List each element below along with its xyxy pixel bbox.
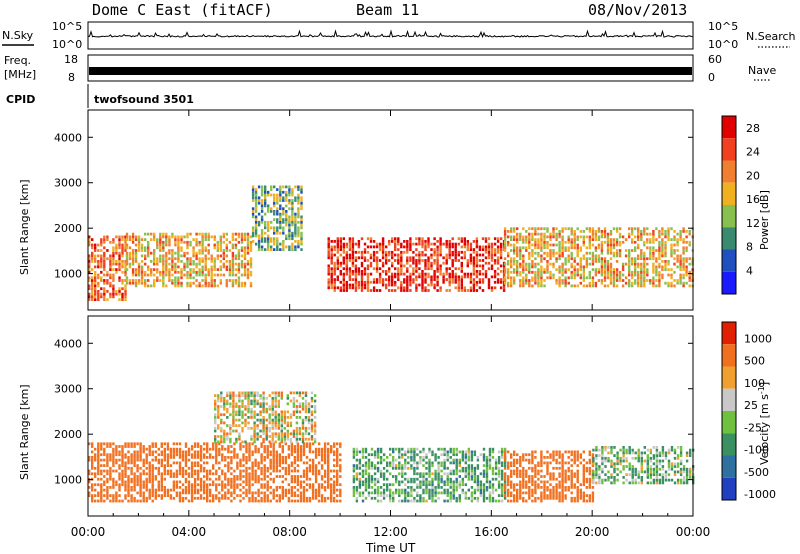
velocity-ylabel: Slant Range [km] — [18, 384, 31, 480]
colorbar-swatch — [722, 271, 736, 294]
ytick-label: 1000 — [54, 268, 82, 281]
xtick-label: 16:00 — [474, 525, 509, 539]
colorbar-swatch — [722, 249, 736, 272]
freq-tick-bottom: 8 — [68, 71, 75, 84]
ytick-label: 1000 — [54, 474, 82, 487]
ytick-label: 2000 — [54, 428, 82, 441]
ytick-label: 4000 — [54, 337, 82, 350]
xtick-label: 20:00 — [575, 525, 610, 539]
velocity-colorbar-label: Velocity [m s-1] — [757, 382, 771, 465]
colorbar-tick: -100 — [744, 444, 769, 457]
ytick-label: 3000 — [54, 177, 82, 190]
xaxis-label: Time UT — [365, 541, 416, 554]
colorbar-tick: -25 — [744, 421, 762, 434]
xtick-label: 04:00 — [172, 525, 207, 539]
ytick-label: 3000 — [54, 383, 82, 396]
power-ylabel: Slant Range [km] — [18, 179, 31, 275]
power-band-0 — [88, 235, 127, 301]
xtick-label: 08:00 — [272, 525, 307, 539]
velocity-band-2 — [352, 447, 507, 503]
colorbar-swatch — [722, 322, 736, 345]
nsky-tick-bottom: 10^0 — [52, 38, 82, 51]
xtick-label: 00:00 — [676, 525, 711, 539]
nsearch-label: N.Search — [746, 30, 796, 43]
power-band-3 — [327, 237, 506, 292]
power-band-1 — [125, 232, 253, 288]
colorbar-tick: 1000 — [744, 332, 772, 345]
colorbar-swatch — [722, 116, 736, 139]
colorbar-tick: 20 — [746, 169, 760, 182]
velocity-band-3 — [503, 450, 595, 503]
ytick-label: 4000 — [54, 131, 82, 144]
colorbar-swatch — [722, 160, 736, 183]
colorbar-tick: 24 — [746, 146, 760, 159]
nsky-label: N.Sky — [2, 29, 34, 42]
colorbar-swatch — [722, 205, 736, 228]
velocity-band-0 — [88, 442, 342, 503]
nsky-trace — [87, 29, 693, 39]
xtick-label: 12:00 — [373, 525, 408, 539]
colorbar-tick: 28 — [746, 122, 760, 135]
freq-unit: [MHz] — [4, 68, 36, 81]
colorbar-tick: -500 — [744, 466, 769, 479]
colorbar-tick: -1000 — [744, 488, 776, 501]
xtick-label: 00:00 — [71, 525, 106, 539]
power-band-4 — [503, 227, 694, 288]
colorbar-swatch — [722, 227, 736, 250]
colorbar-swatch — [722, 388, 736, 411]
velocity-heatmap — [88, 391, 695, 503]
nave-label: Nave — [748, 64, 776, 77]
colorbar-tick: 8 — [746, 241, 753, 254]
nave-tick-bottom: 0 — [708, 71, 715, 84]
colorbar-swatch — [722, 455, 736, 478]
freq-band — [89, 67, 692, 75]
freq-tick-top: 18 — [64, 53, 78, 66]
nave-tick-top: 60 — [708, 53, 722, 66]
colorbar-swatch — [722, 433, 736, 456]
cpid-label: CPID — [6, 93, 35, 106]
power-heatmap — [88, 185, 694, 301]
nsky-panel — [87, 21, 694, 50]
freq-panel — [87, 54, 694, 82]
freq-label: Freq. — [4, 54, 31, 67]
station-title: Dome C East (fitACF) — [92, 1, 273, 19]
colorbar-swatch — [722, 344, 736, 367]
colorbar-tick: 12 — [746, 217, 760, 230]
beam-title: Beam 11 — [356, 1, 419, 19]
nsearch-tick-top: 10^5 — [708, 20, 738, 33]
cpid-value: twofsound 3501 — [94, 93, 194, 106]
colorbar-swatch — [722, 366, 736, 389]
colorbar-tick: 100 — [744, 377, 765, 390]
ytick-label: 2000 — [54, 222, 82, 235]
colorbar-tick: 500 — [744, 355, 765, 368]
colorbar-swatch — [722, 411, 736, 434]
colorbar-tick: 25 — [744, 399, 758, 412]
colorbar-swatch — [722, 477, 736, 500]
colorbar-swatch — [722, 138, 736, 161]
nsky-tick-top: 10^5 — [52, 20, 82, 33]
colorbar-swatch — [722, 182, 736, 205]
power-colorbar-label: Power [dB] — [758, 190, 771, 250]
velocity-band-4 — [592, 446, 695, 485]
colorbar-tick: 4 — [746, 264, 753, 277]
power-band-2 — [251, 185, 303, 251]
nsearch-tick-bottom: 10^0 — [708, 38, 738, 51]
colorbar-tick: 16 — [746, 193, 760, 206]
velocity-band-1 — [214, 391, 317, 444]
date-title: 08/Nov/2013 — [588, 1, 687, 19]
